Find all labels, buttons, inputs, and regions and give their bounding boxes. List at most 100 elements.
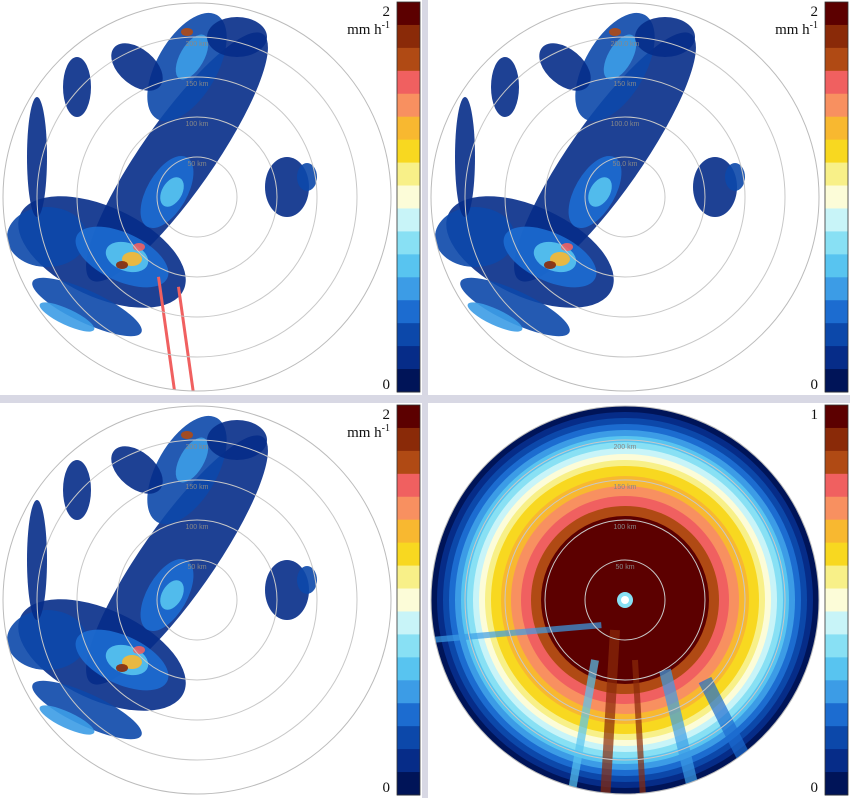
- colorbar-swatch: [397, 231, 420, 255]
- rain-echo: [111, 43, 163, 91]
- colorbar-swatch: [825, 231, 848, 255]
- range-label: 150 km: [614, 484, 637, 491]
- rain-echo: [27, 500, 47, 620]
- range-ring: [116, 116, 278, 278]
- range-label: 200.0 km: [611, 41, 640, 48]
- range-label: 150 km: [614, 81, 637, 88]
- rain-echo: [181, 28, 193, 36]
- panel: 50 km 100 km 150 km 200 km 2 0 mm h-1: [0, 0, 422, 395]
- rain-echo: [725, 163, 745, 191]
- beam-streak: [565, 659, 599, 794]
- colorbar-swatch: [397, 185, 420, 209]
- panel: 50 km 100 km 150 km 200 km 2 0 mm h-1: [0, 403, 422, 798]
- radar-edge: [430, 405, 820, 795]
- range-ring: [584, 156, 666, 238]
- range-ring: [76, 76, 318, 318]
- colorbar-swatch: [397, 680, 420, 704]
- colorbar-swatch: [825, 323, 848, 347]
- range-label: 50 km: [187, 161, 206, 168]
- rain-echo: [491, 57, 519, 117]
- radar-edge: [430, 2, 820, 392]
- range-label: 150 km: [186, 484, 209, 491]
- colorbar-swatch: [825, 749, 848, 773]
- colorbar-max: 2: [811, 4, 819, 20]
- colorbar-swatch: [825, 772, 848, 796]
- rain-echo: [175, 437, 209, 483]
- colorbar-swatch: [825, 93, 848, 118]
- range-label: 100.0 km: [611, 121, 640, 128]
- rain-echo: [603, 34, 637, 80]
- range-ring: [76, 479, 318, 721]
- colorbar-swatch: [397, 703, 420, 727]
- colorbar-swatch: [397, 726, 420, 750]
- unit-text: mm h: [347, 425, 382, 441]
- rain-echo: [116, 261, 128, 269]
- panel: 50 km 100 km 150 km 200 km 1 0: [428, 403, 850, 798]
- rain-echo: [297, 163, 317, 191]
- colorbar-swatch: [825, 139, 848, 164]
- rain-echo: [32, 277, 142, 337]
- colorbar-swatch: [397, 116, 420, 141]
- rain-echo: [122, 655, 142, 669]
- rain-echo: [7, 610, 87, 670]
- range-label: 200 km: [186, 444, 209, 451]
- beam-streak: [157, 276, 177, 391]
- colorbar-swatch: [825, 70, 848, 95]
- rain-echo: [160, 580, 184, 610]
- colorbar-swatch: [825, 542, 848, 567]
- colorbar-swatch: [397, 519, 420, 544]
- range-ring: [464, 36, 786, 358]
- colorbar-swatch: [397, 369, 420, 393]
- colorbar-swatch: [825, 346, 848, 370]
- colorbar-swatch: [397, 346, 420, 370]
- rain-echo: [588, 177, 612, 207]
- colorbar-frame: [824, 1, 849, 393]
- unit-superscript: -1: [382, 423, 390, 434]
- range-label: 200 km: [186, 41, 209, 48]
- colorbar-swatch: [397, 565, 420, 590]
- rain-echo: [544, 261, 556, 269]
- colorbar-swatch: [397, 47, 420, 72]
- colorbar-swatch: [825, 450, 848, 475]
- colorbar-swatch: [397, 588, 420, 612]
- colorbar-unit: mm h-1: [347, 20, 390, 38]
- colorbar-swatch: [825, 116, 848, 141]
- rain-echo: [207, 17, 267, 57]
- range-label: 100 km: [186, 524, 209, 531]
- colorbar-swatch: [397, 162, 420, 187]
- rain-echo: [460, 277, 570, 337]
- colorbar-swatch: [397, 496, 420, 521]
- colorbar-frame: [396, 404, 421, 796]
- colorbar-swatch: [825, 47, 848, 72]
- colorbar-swatch: [825, 254, 848, 278]
- colorbar-swatch: [397, 772, 420, 796]
- colorbar-swatch: [397, 208, 420, 232]
- colorbar-frame: [396, 1, 421, 393]
- range-label: 50 km: [615, 564, 634, 571]
- colorbar-swatch: [397, 405, 420, 429]
- range-ring: [156, 156, 238, 238]
- colorbar-swatch: [397, 70, 420, 95]
- colorbar-unit: mm h-1: [775, 20, 818, 38]
- colorbar-max: 2: [383, 4, 391, 20]
- colorbar-swatch: [825, 277, 848, 301]
- beam-streak: [599, 629, 620, 794]
- rain-echo: [455, 97, 475, 217]
- range-label: 100 km: [614, 524, 637, 531]
- beam-streak: [431, 622, 602, 643]
- rain-echo: [116, 664, 128, 672]
- rain-echo: [39, 705, 95, 735]
- colorbar-min: 0: [811, 377, 819, 393]
- colorbar-swatch: [397, 93, 420, 118]
- colorbar-max: 2: [383, 407, 391, 423]
- colorbar-swatch: [825, 611, 848, 635]
- unit-superscript: -1: [810, 20, 818, 31]
- unit-superscript: -1: [382, 20, 390, 31]
- rain-echo: [635, 17, 695, 57]
- colorbar-swatch: [825, 162, 848, 187]
- range-ring: [156, 559, 238, 641]
- unit-text: mm h: [775, 22, 810, 38]
- colorbar-swatch: [825, 726, 848, 750]
- rain-echo: [122, 252, 142, 266]
- colorbar-swatch: [397, 254, 420, 278]
